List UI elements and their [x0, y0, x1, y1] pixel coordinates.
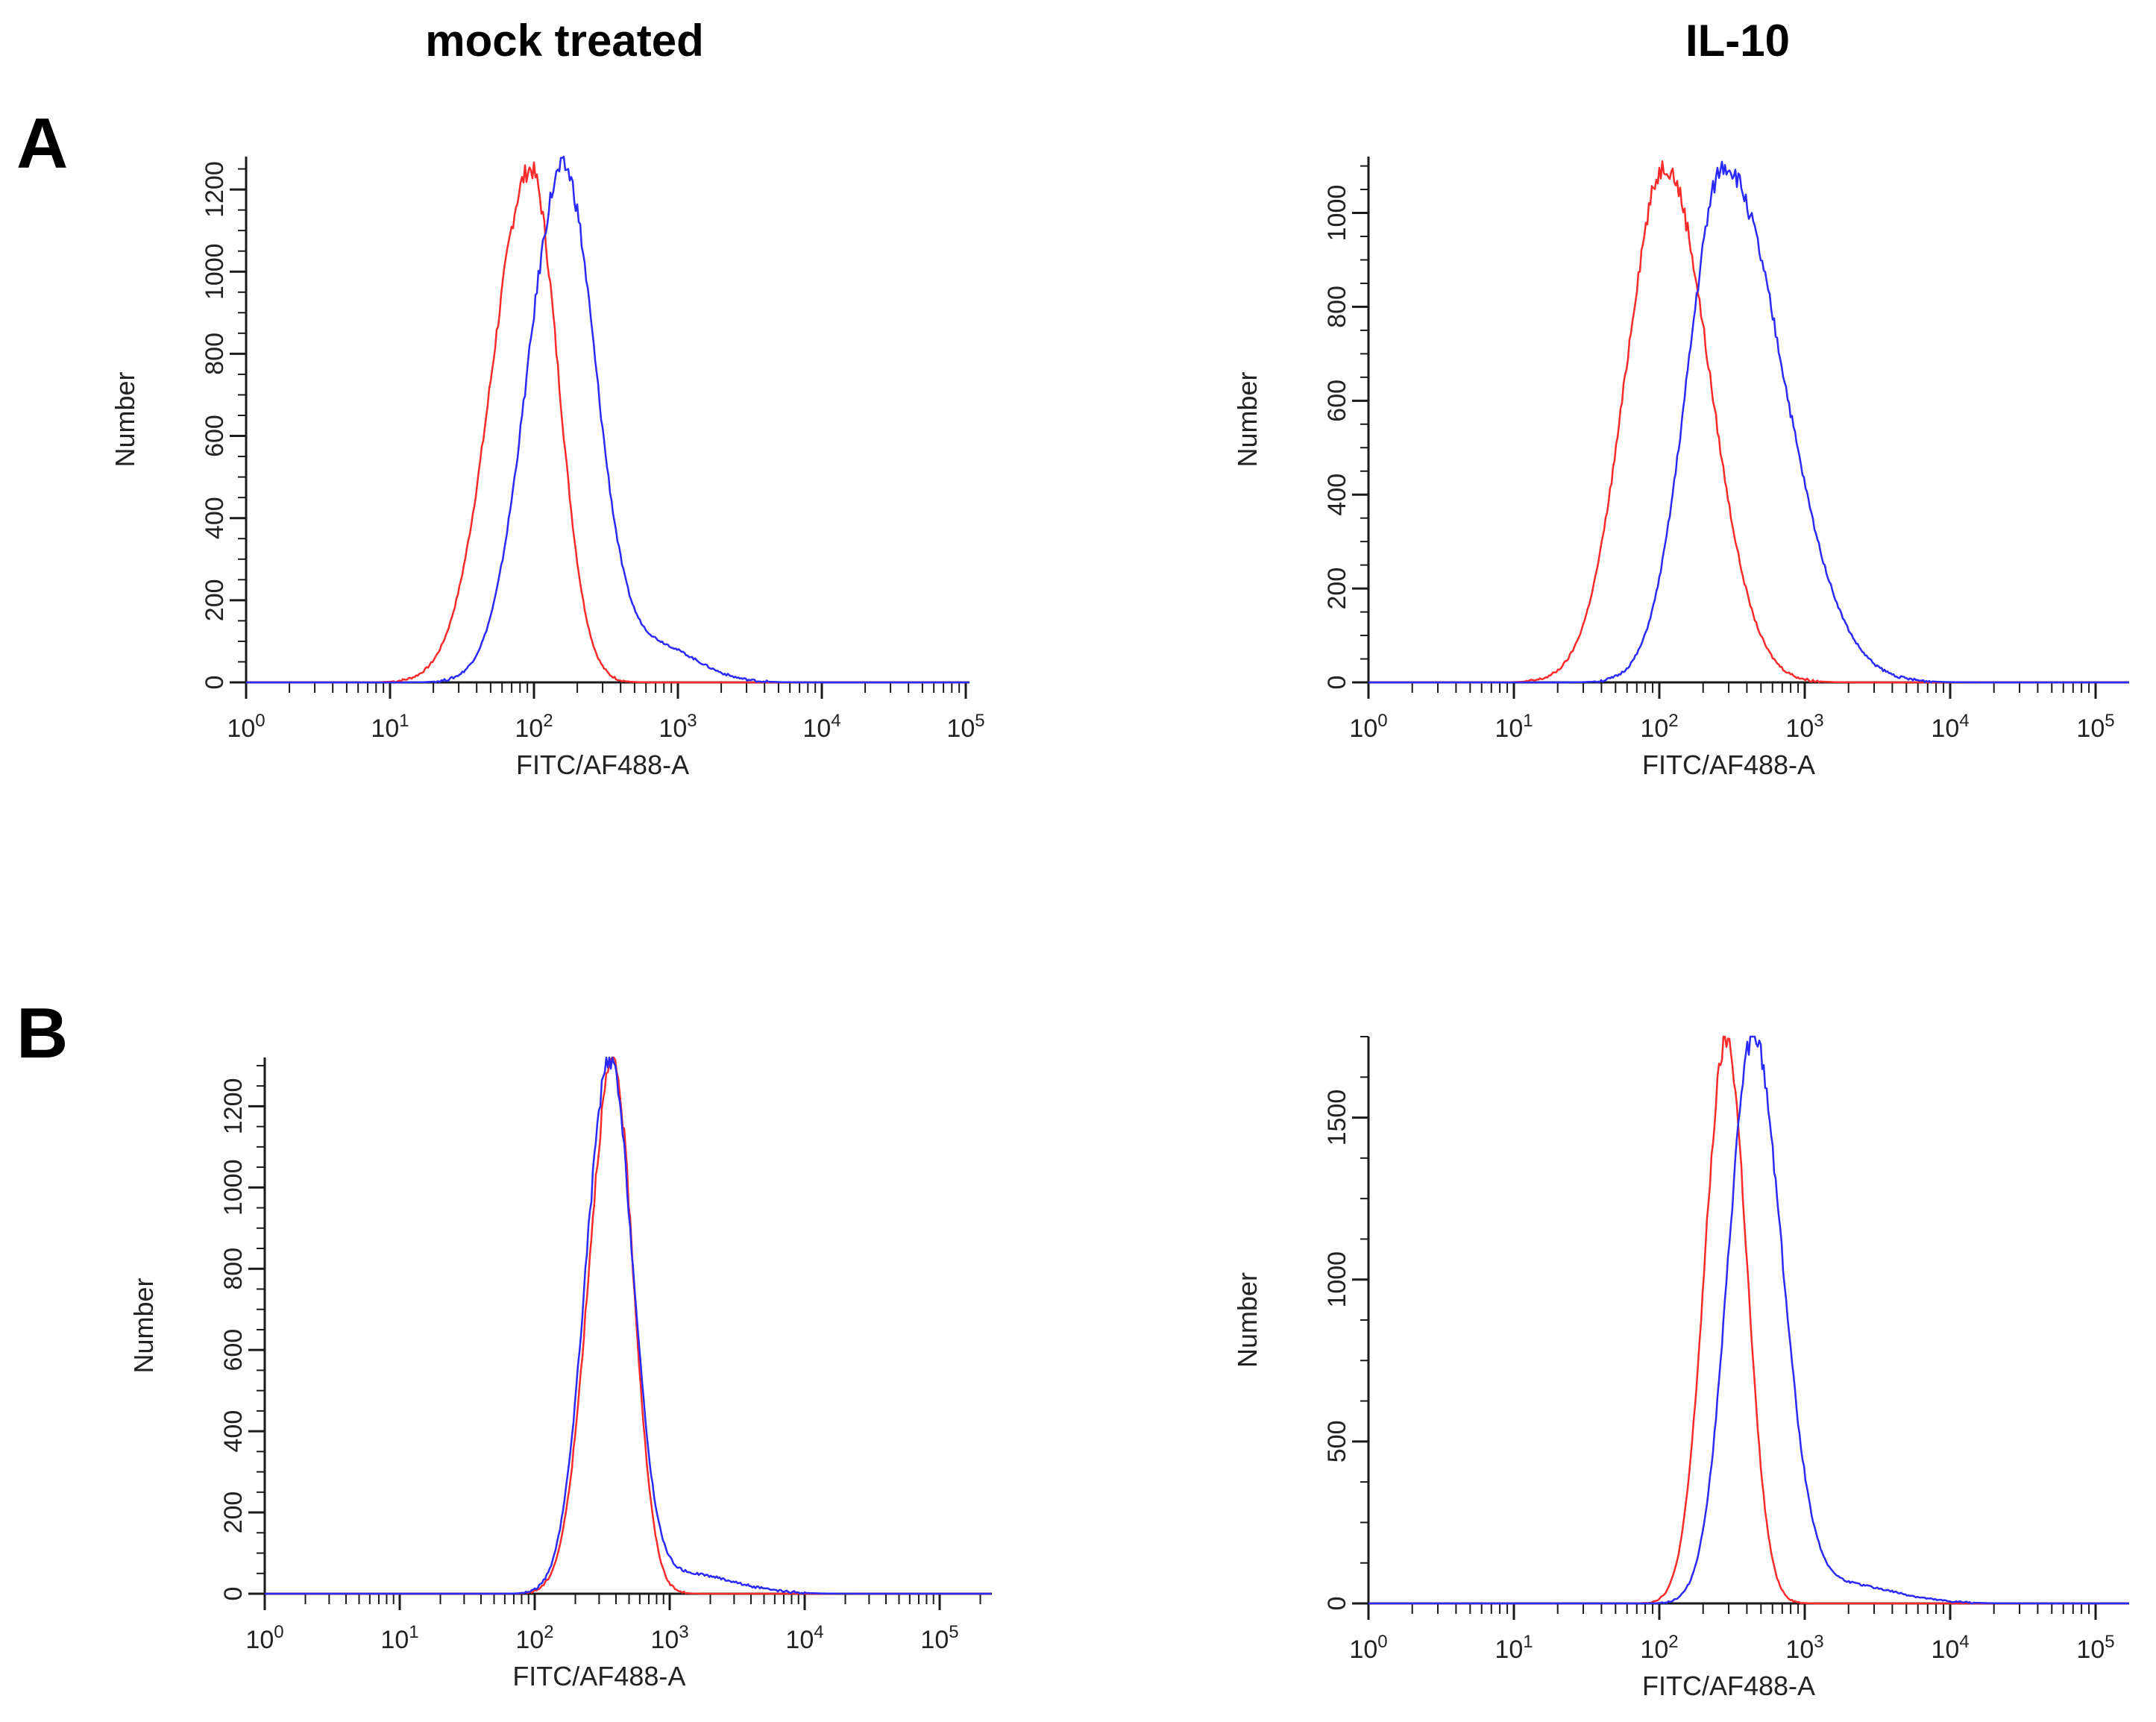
row-label-a: A	[16, 104, 68, 183]
y-tick-label: 800	[201, 333, 229, 375]
x-tick-label: 100	[1349, 711, 1387, 743]
x-tick-label: 105	[920, 1622, 958, 1654]
histogram-panel-b-il10: 0 500 1000 1500 100 101 102 103 104 105 FITC/AF488…	[1232, 1035, 2129, 1701]
x-tick-label: 101	[1495, 1632, 1533, 1664]
y-axis-label: Number	[110, 371, 140, 467]
x-axis-label: FITC/AF488-A	[512, 1661, 685, 1691]
x-tick-label: 100	[245, 1622, 283, 1654]
y-tick-label: 1000	[1323, 185, 1351, 242]
x-tick-label: 100	[227, 711, 265, 743]
histogram-line-blue	[1368, 1035, 2129, 1605]
x-axis-label: FITC/AF488-A	[1642, 750, 1815, 780]
y-axis-label: Number	[1232, 1272, 1263, 1368]
x-tick-label: 101	[371, 711, 409, 743]
y-tick-label: 1000	[1323, 1251, 1351, 1308]
x-tick-label: 100	[1349, 1632, 1387, 1664]
x-tick-label: 101	[380, 1622, 418, 1654]
column-title-mock: mock treated	[425, 16, 703, 66]
y-tick-label: 200	[219, 1492, 248, 1534]
y-tick-label: 400	[1323, 474, 1351, 516]
x-tick-label: 105	[2076, 1632, 2114, 1664]
y-tick-label: 400	[201, 497, 229, 539]
y-tick-label: 200	[1323, 568, 1351, 610]
y-tick-label: 500	[1323, 1420, 1351, 1462]
y-tick-label: 600	[201, 415, 229, 457]
y-tick-label: 0	[1323, 1597, 1351, 1611]
y-tick-label: 600	[219, 1329, 248, 1371]
y-tick-label: 0	[201, 676, 229, 690]
y-tick-label: 0	[1323, 676, 1351, 690]
y-tick-label: 0	[219, 1587, 248, 1601]
y-tick-label: 200	[201, 579, 229, 621]
x-tick-label: 101	[1495, 711, 1533, 743]
x-tick-label: 104	[802, 711, 840, 743]
histogram-line-blue	[265, 1056, 991, 1595]
y-tick-label: 800	[219, 1248, 248, 1290]
y-tick-label: 800	[1323, 286, 1351, 328]
histogram-panel-b-mock: 0 200 400 600 800 1000 1200 100 101 102 103 104 105 F…	[128, 1056, 992, 1691]
x-tick-label: 102	[1640, 711, 1678, 743]
x-tick-label: 102	[515, 711, 553, 743]
y-tick-label: 1000	[219, 1159, 248, 1216]
y-tick-label: 1200	[219, 1078, 248, 1135]
histogram-line-blue	[246, 155, 969, 684]
x-tick-label: 104	[785, 1622, 823, 1654]
x-tick-label: 102	[1640, 1632, 1678, 1664]
y-tick-label: 1000	[201, 243, 229, 300]
y-tick-label: 1500	[1323, 1090, 1351, 1146]
histogram-line-blue	[1368, 160, 2129, 684]
x-tick-label: 104	[1931, 711, 1969, 743]
x-tick-label: 104	[1931, 1632, 1969, 1664]
row-label-b: B	[16, 993, 68, 1073]
x-tick-label: 105	[2076, 711, 2114, 743]
histogram-panel-a-il10: 0 200 400 600 800 1000 100 101 102 103 104 105 FITC/…	[1232, 157, 2129, 780]
x-axis-label: FITC/AF488-A	[1642, 1671, 1815, 1701]
x-tick-label: 102	[515, 1622, 553, 1654]
x-tick-label: 103	[1785, 711, 1823, 743]
y-tick-label: 400	[219, 1410, 248, 1453]
y-tick-label: 1200	[201, 161, 229, 218]
x-tick-label: 103	[650, 1622, 688, 1654]
y-axis-label: Number	[128, 1278, 159, 1373]
x-tick-label: 105	[946, 711, 984, 743]
x-tick-label: 103	[1785, 1632, 1823, 1664]
column-title-il10: IL-10	[1685, 16, 1790, 66]
y-axis-label: Number	[1232, 371, 1263, 467]
x-axis-label: FITC/AF488-A	[516, 750, 689, 780]
y-tick-label: 600	[1323, 380, 1351, 422]
histogram-panel-a-mock: 0 200 400 600 800 1000 1200 100 101 102 103 104 105 F…	[110, 155, 985, 780]
x-tick-label: 103	[659, 711, 697, 743]
